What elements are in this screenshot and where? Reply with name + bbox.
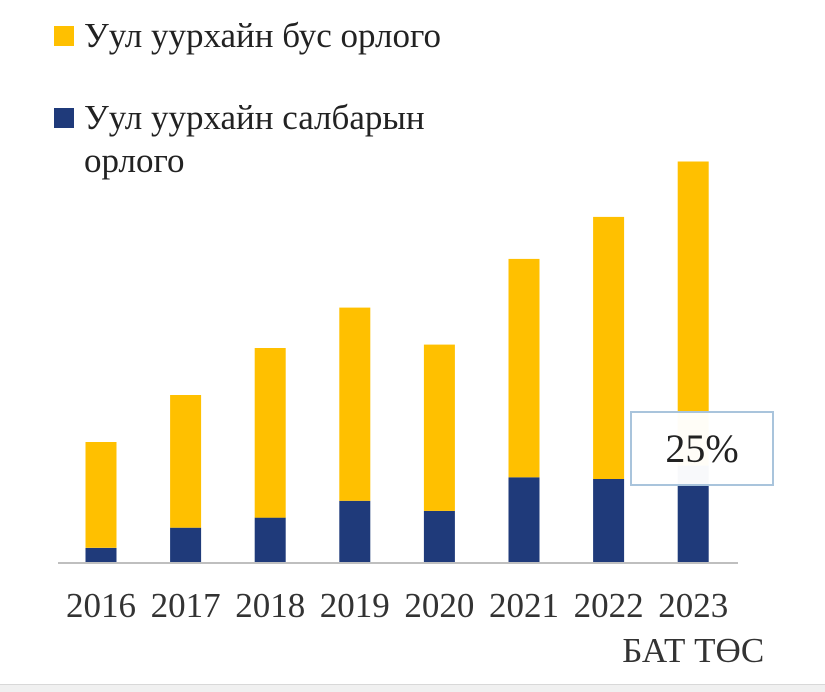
- bar-mining-2018: [254, 517, 286, 563]
- x-tick-label-2020: 2020: [404, 586, 474, 625]
- bar-non-mining-2018: [254, 348, 286, 518]
- x-tick-label-2018: 2018: [235, 586, 305, 625]
- bar-mining-2021: [508, 477, 540, 563]
- bar-mining-2019: [339, 500, 371, 563]
- annotation-callout: 25%: [630, 411, 774, 486]
- bar-non-mining-2019: [339, 307, 371, 501]
- bar-non-mining-2021: [508, 258, 540, 478]
- x-tick-label-2023-line2: БАТ ТӨС: [622, 631, 764, 670]
- x-tick-label-2021: 2021: [489, 586, 559, 625]
- x-tick-label-2023: 2023: [658, 586, 728, 625]
- legend-label-non-mining: Уул уурхайн бус орлого: [84, 16, 441, 55]
- x-tick-label-2016: 2016: [66, 586, 136, 625]
- x-tick-label-2022: 2022: [574, 586, 644, 625]
- bar-mining-2022: [593, 479, 625, 563]
- legend-swatch-non-mining: [54, 26, 74, 46]
- x-tick-label-2017: 2017: [151, 586, 221, 625]
- bar-mining-2020: [423, 510, 455, 563]
- bar-non-mining-2016: [85, 442, 117, 548]
- x-tick-label-2019: 2019: [320, 586, 390, 625]
- legend-label-mining: Уул уурхайн салбарын орлого: [84, 96, 454, 182]
- bar-mining-2016: [85, 547, 117, 563]
- bar-non-mining-2017: [170, 395, 202, 528]
- legend-swatch-mining: [54, 108, 74, 128]
- bar-non-mining-2020: [423, 344, 455, 511]
- bottom-divider: [0, 684, 825, 692]
- legend-label-mining-text: Уул уурхайн салбарын орлого: [84, 98, 425, 180]
- bar-non-mining-2022: [593, 216, 625, 479]
- bar-mining-2017: [170, 527, 202, 563]
